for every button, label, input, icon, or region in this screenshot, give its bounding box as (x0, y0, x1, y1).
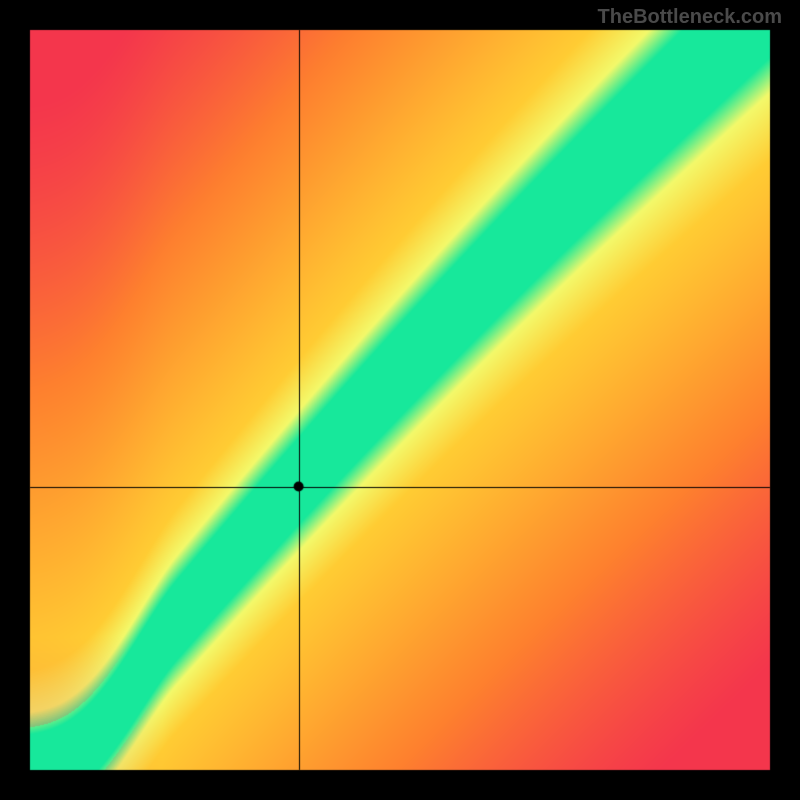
chart-container: TheBottleneck.com (0, 0, 800, 800)
crosshair-overlay (0, 0, 800, 800)
watermark-text: TheBottleneck.com (598, 6, 782, 29)
